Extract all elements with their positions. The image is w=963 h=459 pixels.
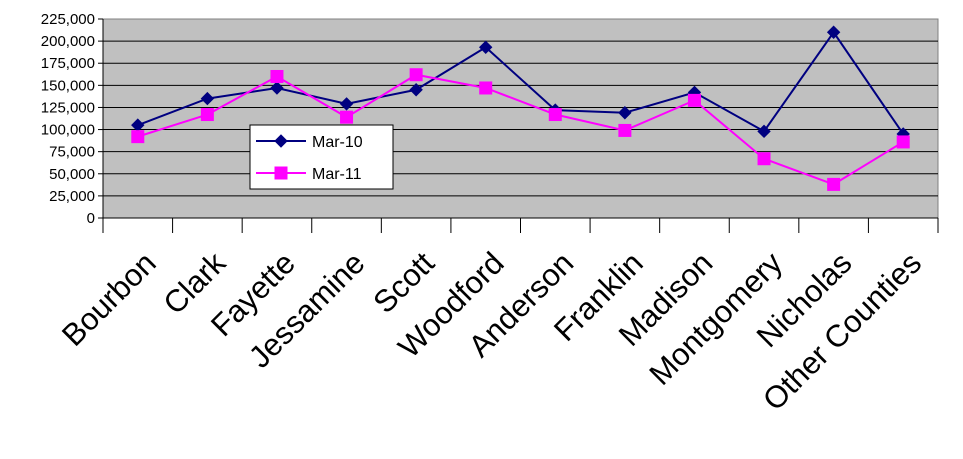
- data-point: [339, 97, 354, 111]
- legend-label: Mar-10: [312, 134, 363, 151]
- legend-marker: [274, 166, 288, 180]
- data-point: [827, 177, 841, 191]
- plot-area: [102, 18, 939, 219]
- data-point: [340, 110, 354, 124]
- legend-box: [249, 124, 394, 190]
- data-point: [409, 83, 423, 97]
- data-point: [131, 130, 145, 144]
- data-point: [270, 81, 284, 95]
- series-line: [137, 73, 904, 186]
- data-point: [200, 91, 215, 106]
- legend-label: Mar-11: [312, 166, 362, 183]
- data-point: [270, 69, 284, 83]
- x-axis: BourbonClarkFayetteJessamineScottWoodfor…: [55, 217, 939, 417]
- y-tick-label: 125,000: [41, 99, 95, 116]
- x-category-label: Bourbon: [55, 245, 163, 353]
- data-point: [409, 68, 423, 82]
- data-point: [826, 25, 841, 39]
- data-point: [548, 108, 562, 122]
- data-point: [757, 124, 771, 139]
- y-tick-label: 100,000: [41, 122, 95, 139]
- series-line: [137, 30, 905, 135]
- legend: Mar-10 Mar-11: [249, 124, 394, 190]
- data-point: [479, 81, 493, 95]
- series-layer: [131, 25, 910, 191]
- y-axis: 0 25,000 50,000 75,000 100,000 125,000 150,000…: [41, 11, 104, 227]
- data-point: [618, 106, 632, 120]
- data-point: [896, 135, 910, 149]
- y-tick-label: 175,000: [41, 55, 95, 72]
- y-tick-label: 200,000: [41, 33, 95, 50]
- data-point: [618, 123, 632, 137]
- y-tick-label: 25,000: [49, 188, 95, 205]
- y-tick-label: 75,000: [49, 144, 95, 161]
- data-point: [687, 93, 701, 107]
- series-mar-11: [131, 68, 910, 191]
- y-tick-label: 50,000: [49, 166, 95, 183]
- y-tick-label: 150,000: [41, 77, 95, 94]
- y-tick-label: 0: [87, 210, 95, 227]
- data-point: [479, 40, 493, 55]
- legend-marker: [274, 134, 288, 148]
- data-point: [757, 152, 771, 166]
- data-point: [200, 108, 214, 122]
- gridlines: [103, 40, 938, 197]
- y-tick-label: 225,000: [41, 11, 95, 28]
